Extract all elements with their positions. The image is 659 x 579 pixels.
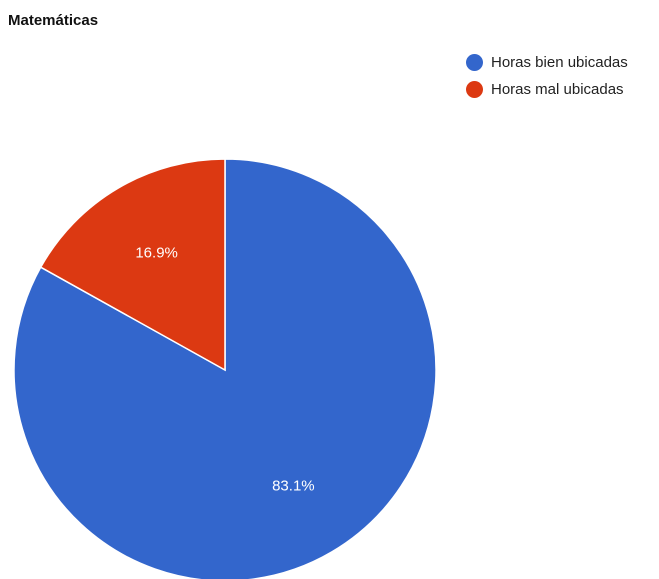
legend-label-horas-bien-ubicadas: Horas bien ubicadas [491,54,628,71]
legend-swatch-horas-mal-ubicadas [466,81,483,98]
legend-swatch-horas-bien-ubicadas [466,54,483,71]
slice-label-horas-bien-ubicadas: 83.1% [272,477,315,494]
legend-item-horas-bien-ubicadas: Horas bien ubicadas [466,53,628,72]
legend: Horas bien ubicadas Horas mal ubicadas [466,53,628,107]
pie-slice-horas-bien-ubicadas [13,158,437,579]
chart-title: Matemáticas [8,12,99,29]
pie-slice-horas-mal-ubicadas [39,158,226,372]
legend-item-horas-mal-ubicadas: Horas mal ubicadas [466,80,628,99]
slice-label-horas-mal-ubicadas: 16.9% [135,245,178,262]
legend-label-horas-mal-ubicadas: Horas mal ubicadas [491,81,624,98]
